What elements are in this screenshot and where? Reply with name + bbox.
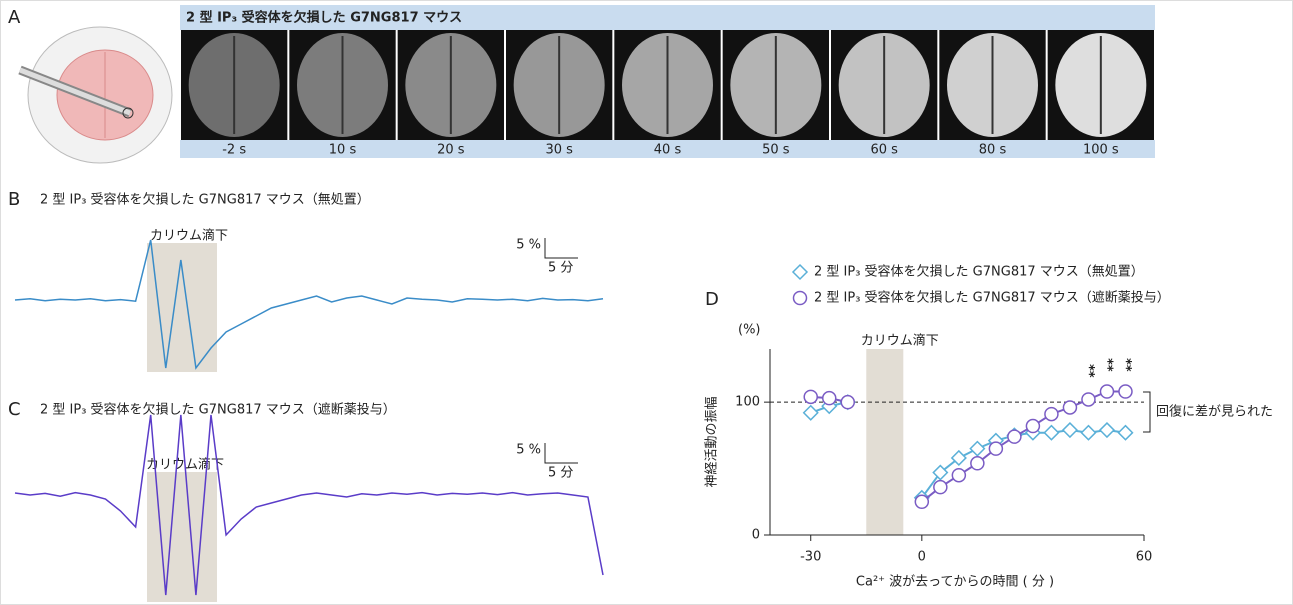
data-point [970, 456, 985, 471]
data-point [1117, 424, 1134, 441]
data-point [1044, 406, 1059, 422]
time-label: -2 s [222, 143, 246, 158]
significance-mark: ** [1081, 364, 1096, 378]
time-label: 80 s [979, 143, 1007, 158]
time-label: 20 s [437, 143, 465, 158]
scale-y-label: 5 % [516, 238, 541, 253]
bracket [1143, 391, 1151, 433]
panel-label: A [8, 7, 21, 28]
legend-label: 2 型 IP₃ 受容体を欠損した G7NG817 マウス（無処置） [814, 264, 1144, 280]
legend-label: 2 型 IP₃ 受容体を欠損した G7NG817 マウス（遮断薬投与） [814, 290, 1170, 306]
scale-x-label: 5 分 [548, 261, 573, 276]
significance-mark: ** [1118, 358, 1133, 372]
y-axis-label: 神経活動の振幅 [705, 396, 720, 487]
data-point [1043, 424, 1060, 441]
stimulus-band [147, 472, 217, 602]
data-point [791, 263, 809, 281]
panel-title: 2 型 IP₃ 受容体を欠損した G7NG817 マウス [186, 10, 462, 26]
time-label: 40 s [654, 143, 682, 158]
x-tick-label: 0 [918, 550, 926, 565]
annotation: 回復に差が見られた [1156, 404, 1273, 420]
data-point [1062, 400, 1078, 415]
time-label: 60 s [870, 143, 898, 158]
data-point [1080, 424, 1097, 441]
time-bar [180, 140, 1155, 158]
time-label: 100 s [1083, 143, 1119, 158]
data-point [803, 389, 818, 405]
data-point [914, 494, 930, 510]
data-point [1025, 418, 1041, 434]
panel-label: D [705, 289, 719, 310]
x-tick-label: 60 [1136, 550, 1153, 565]
data-point [1098, 421, 1116, 439]
scale-y-label: 5 % [516, 443, 541, 458]
data-point [802, 404, 819, 421]
panel-label: C [8, 399, 21, 420]
header-bar [180, 5, 1155, 30]
data-point [969, 440, 986, 457]
data-point [933, 479, 948, 495]
stimulus-label: カリウム滴下 [150, 228, 228, 244]
time-label: 10 s [329, 143, 357, 158]
data-point [1081, 392, 1096, 407]
x-tick-label: -30 [800, 550, 821, 565]
time-label: 50 s [762, 143, 790, 158]
data-point [821, 390, 837, 406]
data-point [950, 449, 967, 467]
scale-x-label: 5 分 [548, 466, 573, 481]
panel-title: 2 型 IP₃ 受容体を欠損した G7NG817 マウス（遮断薬投与） [40, 402, 396, 418]
data-point [1099, 384, 1115, 399]
data-point [1007, 429, 1022, 444]
y-unit: (%) [738, 323, 761, 338]
data-point [932, 464, 949, 481]
mouse-illustration [18, 26, 173, 164]
data-point [792, 290, 808, 306]
stimulus-band [866, 349, 904, 535]
data-point [988, 441, 1004, 456]
stimulus-label: カリウム滴下 [861, 333, 939, 349]
trace [14, 239, 604, 370]
panel-label: B [8, 189, 20, 210]
y-tick-label: 0 [752, 528, 760, 543]
x-axis-label: Ca²⁺ 波が去ってからの時間 ( 分 ) [856, 575, 1054, 590]
data-point [840, 394, 856, 410]
stimulus-band [147, 243, 217, 372]
significance-mark: ** [1099, 358, 1114, 372]
scale-bar [544, 238, 578, 259]
data-point [951, 467, 967, 483]
time-label: 30 s [545, 143, 573, 158]
trace [14, 414, 604, 596]
scale-bar [544, 443, 578, 464]
y-tick-label: 100 [735, 395, 760, 410]
panel-title: 2 型 IP₃ 受容体を欠損した G7NG817 マウス（無処置） [40, 192, 370, 208]
data-point [1118, 384, 1133, 399]
data-point [1061, 421, 1079, 439]
